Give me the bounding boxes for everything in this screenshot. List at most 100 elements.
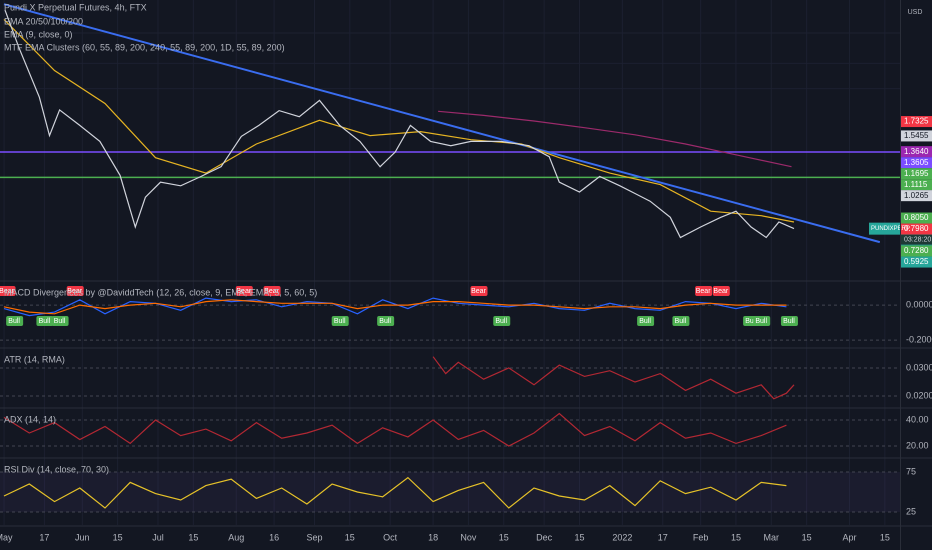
signal-badge <box>637 316 655 326</box>
indicator-label: EMA 20/50/100/200 <box>4 16 83 26</box>
signal-badge <box>712 286 730 296</box>
pane-title: Pundi X Perpetual Futures, 4h, FTX <box>4 2 147 12</box>
signal-badge <box>263 286 281 296</box>
x-tick-label: 15 <box>731 532 741 542</box>
signal-badge <box>51 316 69 326</box>
y-tick-label: 0.0300 <box>906 362 932 372</box>
indicator-label: MTF EMA Clusters (60, 55, 89, 200, 240, … <box>4 42 285 52</box>
price-badge-text: 1.3605 <box>904 158 929 167</box>
price-badge-text: 1.5455 <box>904 131 929 140</box>
x-tick-label: 15 <box>499 532 509 542</box>
series-line <box>432 356 795 400</box>
pane-title: ADX (14, 14) <box>4 414 56 424</box>
x-tick-label: 17 <box>658 532 668 542</box>
signal-badge <box>66 286 84 296</box>
signal-badge-text: Bear <box>0 288 15 295</box>
y-tick-label: 0.0200 <box>906 390 932 400</box>
signal-badge-text: Bull <box>639 318 651 325</box>
series-line <box>3 299 787 315</box>
x-tick-label: Jul <box>152 532 164 542</box>
price-badge <box>901 168 932 180</box>
signal-badge-text: Bear <box>67 288 82 295</box>
signal-badge-text: Bear <box>713 288 728 295</box>
rsi-band <box>0 472 900 512</box>
signal-badge-text: Bull <box>54 318 66 325</box>
signal-badge-text: Bull <box>334 318 346 325</box>
x-tick-label: May <box>0 532 13 542</box>
symbol-badge <box>869 222 901 235</box>
signal-badge-text: Bull <box>39 318 51 325</box>
symbol-text: PUNDIXPERP <box>871 226 910 232</box>
price-badge-text: 0.8050 <box>904 213 929 222</box>
price-badge-text: 1.7325 <box>904 117 929 126</box>
y-tick-label: 25 <box>906 506 916 516</box>
signal-badge <box>493 316 511 326</box>
x-tick-label: 15 <box>802 532 812 542</box>
price-badge-text: 1.1695 <box>904 169 929 178</box>
price-badge <box>901 130 932 142</box>
signal-badge <box>753 316 771 326</box>
indicator-label: EMA (9, close, 0) <box>4 29 73 39</box>
pane-title: RSI Div (14, close, 70, 30) <box>4 464 109 474</box>
x-tick-label: Aug <box>228 532 244 542</box>
signal-badge-text: Bear <box>236 288 251 295</box>
price-badge <box>901 245 932 257</box>
signal-badge <box>0 286 16 296</box>
x-tick-label: 15 <box>113 532 123 542</box>
signal-badge <box>672 316 690 326</box>
signal-badge-text: Bear <box>471 288 486 295</box>
price-badge <box>901 212 932 224</box>
signal-badge-text: Bear <box>696 288 711 295</box>
price-badge <box>901 256 932 268</box>
x-tick-label: 15 <box>345 532 355 542</box>
pane-title: MACD Divergences by @DaviddTech (12, 26,… <box>4 287 317 297</box>
price-badge-text: 0.7280 <box>904 246 929 255</box>
signal-badge-text: Bull <box>783 318 795 325</box>
signal-badge <box>6 316 24 326</box>
x-tick-label: Mar <box>764 532 780 542</box>
x-tick-label: Nov <box>460 532 477 542</box>
countdown-text: 03:28:20 <box>904 236 931 243</box>
price-badge <box>901 179 932 191</box>
price-badge-text: 1.3640 <box>904 147 929 156</box>
price-badge-text: 0.7980 <box>904 224 929 233</box>
x-tick-label: Oct <box>383 532 398 542</box>
y-tick-label: 20.00 <box>906 440 929 450</box>
currency: USD <box>908 9 923 16</box>
y-tick-label: -0.2000 <box>906 334 932 344</box>
price-badge-text: 1.1115 <box>904 180 928 189</box>
signal-badge-text: Bull <box>675 318 687 325</box>
signal-badge-text: Bull <box>495 318 507 325</box>
signal-badge-text: Bear <box>264 288 279 295</box>
y-tick-label: 0.0000 <box>906 299 932 309</box>
x-tick-label: 18 <box>428 532 438 542</box>
y-tick-label: 75 <box>906 466 916 476</box>
price-badge <box>901 116 932 128</box>
price-badge <box>901 223 932 235</box>
series-line <box>3 3 881 244</box>
y-tick-label: 40.00 <box>906 414 929 424</box>
x-tick-label: Jun <box>75 532 90 542</box>
price-badge <box>901 157 932 169</box>
signal-badge <box>377 316 395 326</box>
pane-title: ATR (14, RMA) <box>4 354 65 364</box>
signal-badge <box>331 316 349 326</box>
signal-badge <box>780 316 798 326</box>
signal-badge <box>235 286 253 296</box>
signal-badge <box>470 286 488 296</box>
signal-badge-text: Bull <box>379 318 391 325</box>
series-line <box>3 297 787 317</box>
series-line <box>438 110 792 168</box>
signal-badge <box>36 316 54 326</box>
countdown-bg <box>901 234 932 245</box>
series-line <box>3 412 787 447</box>
signal-badge-text: Bull <box>745 318 757 325</box>
price-badge <box>901 146 932 158</box>
x-tick-label: Feb <box>693 532 709 542</box>
x-tick-label: 15 <box>574 532 584 542</box>
x-tick-label: 16 <box>269 532 279 542</box>
signal-badge <box>695 286 713 296</box>
price-badge <box>901 190 932 202</box>
